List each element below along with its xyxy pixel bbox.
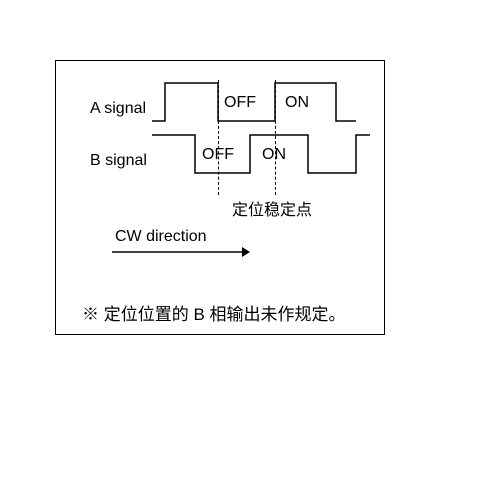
direction-arrow-icon — [0, 0, 500, 500]
